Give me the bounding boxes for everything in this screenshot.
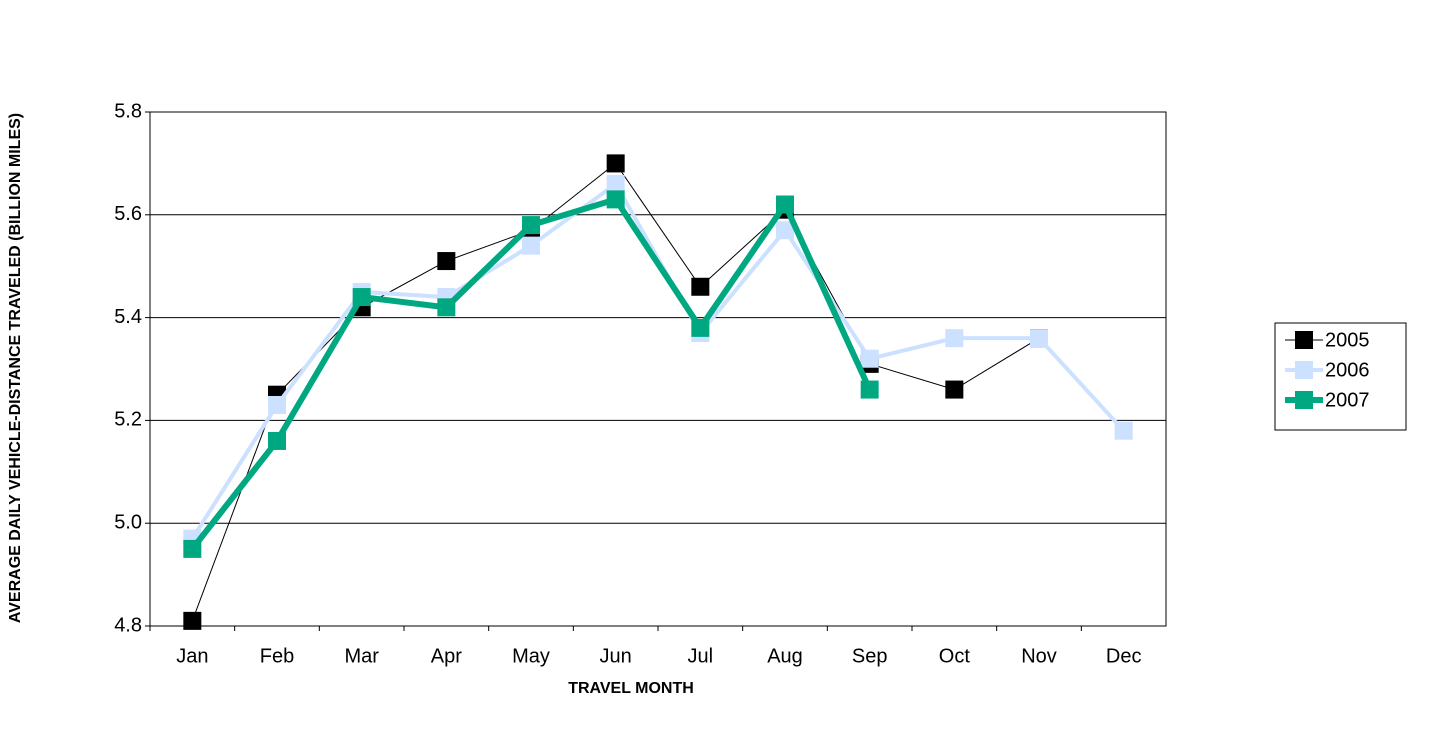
x-axis-label: TRAVEL MONTH: [568, 680, 694, 697]
y-tick-label: 5.2: [114, 409, 142, 431]
series-marker: [691, 277, 710, 296]
y-tick-label: 5.6: [114, 203, 142, 225]
x-tick-label: Dec: [1106, 645, 1142, 667]
legend-marker: [1295, 331, 1313, 349]
x-tick-label: Jan: [176, 645, 208, 667]
x-tick-label: Jun: [600, 645, 632, 667]
series-marker: [606, 154, 625, 173]
series-marker: [606, 174, 625, 193]
y-axis-label: AVERAGE DAILY VEHICLE-DISTANCE TRAVELED …: [7, 113, 24, 623]
legend-marker: [1295, 361, 1313, 379]
x-tick-label: Feb: [260, 645, 294, 667]
series-marker: [945, 329, 964, 348]
series-marker: [860, 349, 879, 368]
series-marker: [268, 431, 286, 450]
series-marker: [776, 195, 794, 214]
y-tick-label: 5.4: [114, 306, 142, 328]
x-tick-label: Aug: [767, 645, 803, 667]
y-tick-label: 5.8: [114, 100, 142, 122]
x-tick-label: Mar: [344, 645, 379, 667]
x-tick-label: May: [512, 645, 550, 667]
series-marker: [352, 288, 371, 307]
x-tick-label: Sep: [852, 645, 888, 667]
legend-label: 2007: [1325, 389, 1370, 411]
x-tick-label: Nov: [1021, 645, 1057, 667]
series-marker: [183, 539, 202, 558]
y-tick-label: 5.0: [114, 511, 142, 533]
series-marker: [522, 216, 540, 235]
series-marker: [860, 380, 879, 399]
series-marker: [945, 380, 964, 399]
legend-marker: [1295, 391, 1313, 409]
series-marker: [606, 190, 625, 209]
x-tick-label: Oct: [939, 645, 971, 667]
series-marker: [437, 298, 456, 317]
series-marker: [691, 318, 710, 337]
series-marker: [1114, 421, 1133, 440]
x-tick-label: Apr: [431, 645, 462, 667]
series-marker: [437, 252, 456, 271]
series-marker: [183, 611, 202, 630]
y-tick-label: 4.8: [114, 614, 142, 636]
series-marker: [1030, 329, 1048, 348]
x-tick-label: Jul: [688, 645, 714, 667]
legend-label: 2005: [1325, 329, 1370, 351]
series-marker: [776, 221, 794, 240]
series-marker: [522, 236, 540, 255]
legend-label: 2006: [1325, 359, 1370, 381]
series-marker: [268, 395, 286, 414]
